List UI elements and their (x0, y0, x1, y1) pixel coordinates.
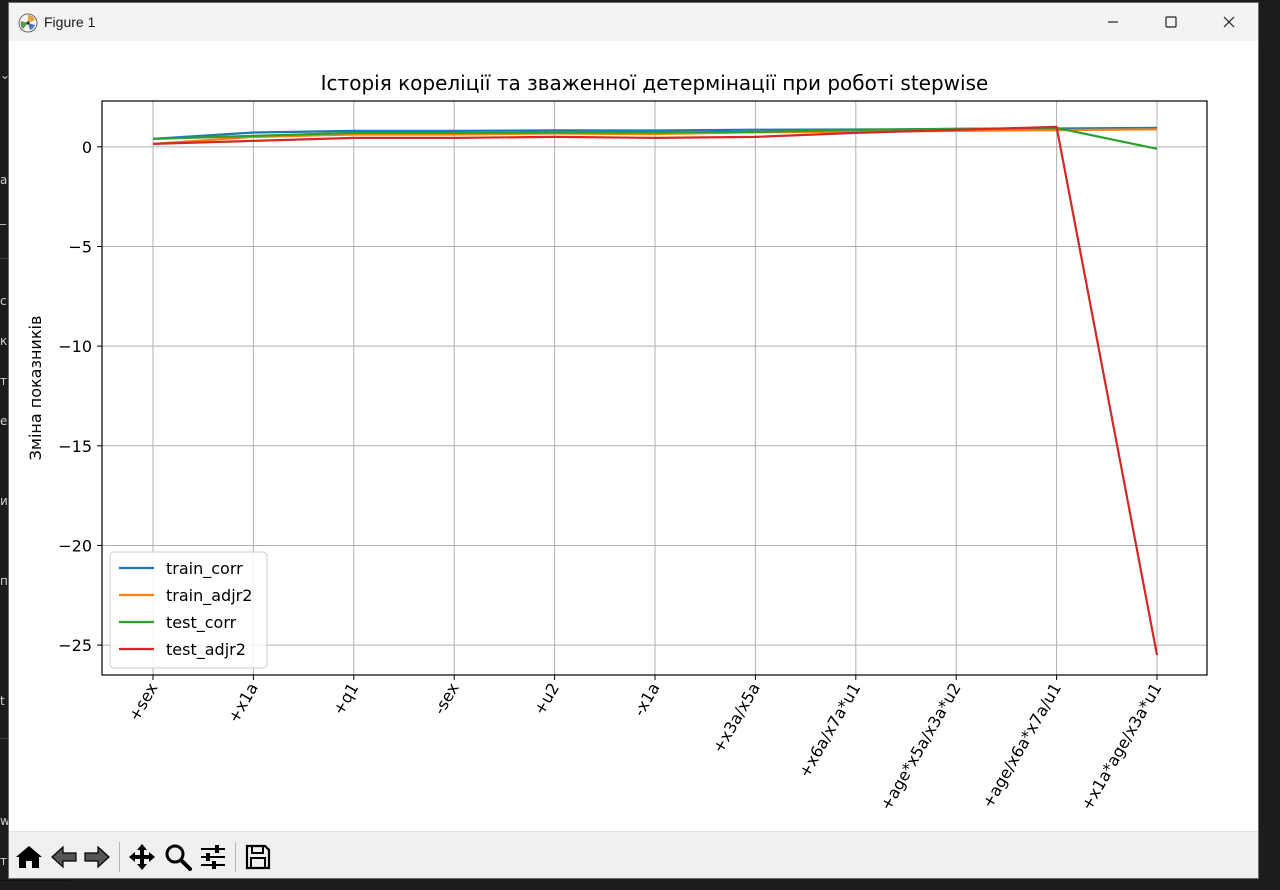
figure-canvas[interactable]: Історія кореліції та зваженної детерміна… (9, 41, 1258, 831)
background-text-fragment: с (0, 294, 7, 308)
chart-title: Історія кореліції та зваженної детерміна… (321, 71, 989, 95)
save-icon (245, 844, 271, 870)
forward-icon (83, 844, 111, 870)
background-divider (0, 258, 8, 259)
zoom-icon (164, 843, 192, 871)
y-tick-label: −5 (68, 237, 92, 256)
pan-button[interactable] (127, 842, 157, 872)
background-text-fragment: _ (0, 211, 6, 225)
x-tick-label: +age*x5a/x3a*u2 (876, 679, 964, 813)
configure-subplots-icon (199, 843, 227, 871)
legend-label-train-adjr2: train_adjr2 (166, 586, 252, 606)
legend-label-test-adjr2: test_adjr2 (166, 640, 246, 660)
title-bar[interactable]: Figure 1 (9, 3, 1258, 41)
y-tick-label: −25 (58, 636, 92, 655)
line-chart: Історія кореліції та зваженної детерміна… (9, 41, 1258, 831)
x-tick-label: +sex (125, 680, 162, 725)
background-text-fragment: t (0, 694, 5, 708)
navigation-toolbar (9, 831, 1258, 879)
background-divider (0, 738, 8, 739)
x-tick-label: +age/x6a*x7a/u1 (978, 680, 1065, 812)
back-icon (50, 844, 78, 870)
configure-subplots-button[interactable] (198, 842, 228, 872)
close-icon (1223, 16, 1235, 28)
y-tick-label: 0 (82, 138, 92, 157)
y-axis-label: Зміна показників (26, 316, 45, 461)
legend-label-test-corr: test_corr (166, 613, 237, 633)
y-tick-label: −20 (58, 536, 92, 555)
close-button[interactable] (1200, 3, 1258, 41)
y-tick-label: −10 (58, 337, 92, 356)
toolbar-separator (119, 842, 120, 872)
maximize-button[interactable] (1142, 3, 1200, 41)
x-tick-label: +x1a*age/x3a*u1 (1077, 680, 1165, 814)
toolbar-separator (235, 842, 236, 872)
save-button[interactable] (243, 842, 273, 872)
x-tick-label: +q1 (329, 680, 362, 719)
x-tick-label: -x1a (629, 680, 663, 720)
x-tick-label: +x1a (224, 680, 262, 727)
window-title: Figure 1 (44, 14, 95, 30)
home-button[interactable] (14, 842, 44, 872)
background-divider (0, 880, 70, 881)
maximize-icon (1165, 16, 1177, 28)
legend-label-train-corr: train_corr (166, 559, 243, 579)
y-tick-label: −15 (58, 437, 92, 456)
background-text-fragment: и (0, 494, 8, 508)
figure-window: Figure 1 Історія кореліції та зваженної … (8, 2, 1259, 879)
x-tick-label: +x3a/x5a (709, 680, 764, 757)
x-tick-label: -sex (430, 680, 463, 718)
minimize-button[interactable] (1084, 3, 1142, 41)
x-tick-label: +u2 (530, 680, 563, 719)
background-text-fragment: а (0, 173, 7, 187)
back-button[interactable] (49, 842, 79, 872)
x-tick-label: +x6a/x7a*u1 (795, 680, 864, 781)
background-text-fragment: т (0, 854, 7, 868)
background-text-fragment: т (0, 374, 7, 388)
matplotlib-app-icon (18, 13, 38, 33)
minimize-icon (1107, 16, 1119, 28)
home-icon (15, 844, 43, 870)
zoom-button[interactable] (163, 842, 193, 872)
forward-button[interactable] (82, 842, 112, 872)
pan-icon (128, 843, 156, 871)
